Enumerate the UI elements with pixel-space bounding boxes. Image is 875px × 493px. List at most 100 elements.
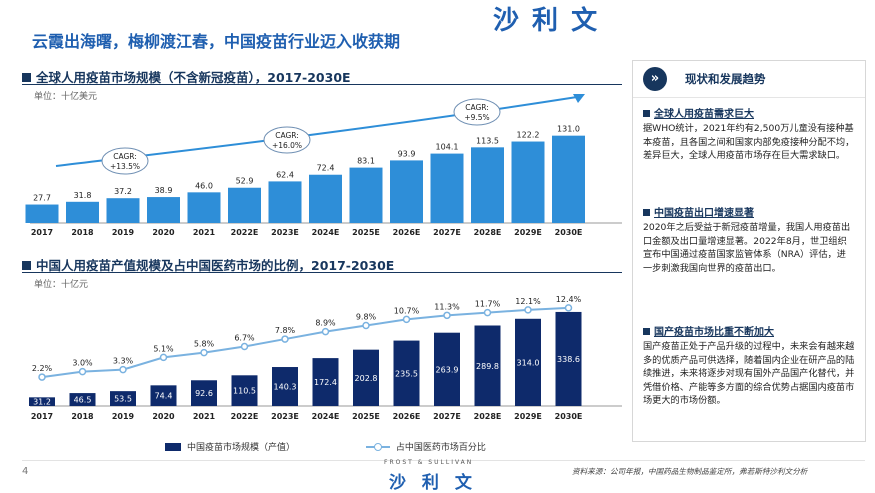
brand-logo-top: 沙 利 文 <box>493 6 600 36</box>
global-vaccine-market-chart: 27.7 2017 31.8 2018 37.2 2019 38.9 2020 46.0 2021… <box>25 94 622 237</box>
bar-value-label: 263.9 <box>436 365 459 374</box>
share-point-2027E <box>443 311 451 320</box>
share-line <box>41 306 569 379</box>
bar-value-label: 110.5 <box>233 387 256 396</box>
legend-line-label: 占中国医药市场百分比 <box>395 443 486 453</box>
bar-global-2017 <box>25 204 59 223</box>
x-tick-label: 2019 <box>112 228 135 237</box>
bar-global-2026E <box>390 160 423 223</box>
bar-china-2021 <box>191 380 217 406</box>
bar-global-2028E <box>471 147 504 223</box>
share-point-2020 <box>159 353 168 362</box>
x-tick-label: 2025E <box>352 228 380 237</box>
x-tick-label: 2027E <box>433 228 461 237</box>
value-label: 72.4 <box>317 164 335 173</box>
share-point-2022E <box>240 342 249 351</box>
value-label: 38.9 <box>155 186 173 195</box>
share-value-label: 3.3% <box>113 357 134 366</box>
value-label: 37.2 <box>114 187 132 196</box>
share-point-2030E <box>564 304 573 312</box>
x-tick-label: 2021 <box>193 228 216 237</box>
x-tick-label: 2025E <box>352 412 380 421</box>
share-point-2028E <box>483 308 492 317</box>
share-value-label: 12.4% <box>556 295 582 304</box>
trend-body: 据WHO统计，2021年约有2,500万儿童没有接种基本疫苗，且各国之间和国家内… <box>643 123 855 162</box>
bar-global-2018 <box>66 201 99 223</box>
cagr-value: +9.5% <box>464 113 489 122</box>
chart1-title-marker <box>22 73 31 82</box>
x-tick-label: 2017 <box>31 412 53 421</box>
x-tick-label: 2021 <box>193 412 216 421</box>
share-value-label: 11.3% <box>434 302 460 311</box>
share-point-2026E <box>402 315 411 324</box>
x-tick-label: 2026E <box>393 412 421 421</box>
value-label: 31.8 <box>74 191 92 200</box>
cagr-label: CAGR: <box>113 152 137 161</box>
legend-bar-label: 中国疫苗市场规模（产值） <box>187 443 296 453</box>
bar-china-2030E <box>555 311 582 406</box>
share-point-2019 <box>119 365 127 374</box>
trend-item-global-demand: 全球人用疫苗需求巨大 据WHO统计，2021年约有2,500万儿童没有接种基本疫… <box>643 105 855 163</box>
bar-china-2022E <box>231 375 258 406</box>
trend-heading: 全球人用疫苗需求巨大 <box>643 105 855 120</box>
x-tick-label: 2018 <box>71 412 94 421</box>
trend-item-export-growth: 中国疫苗出口增速显著 2020年之后受益于新冠疫苗增量，我国人用疫苗出口金额及出… <box>643 204 855 275</box>
bar-china-2018 <box>69 393 96 406</box>
value-label: 93.9 <box>398 149 416 158</box>
share-value-label: 7.8% <box>275 326 296 335</box>
bullet-square-icon <box>643 328 650 335</box>
bar-global-2022E <box>228 187 261 223</box>
share-value-label: 3.0% <box>72 359 93 368</box>
x-tick-label: 2029E <box>514 228 542 237</box>
source-note: 资料来源：公司年报，中国药品生物制品鉴定所，弗若斯特沙利文分析 <box>572 467 808 476</box>
bar-global-2023E <box>268 181 302 223</box>
share-value-label: 9.8% <box>356 313 377 322</box>
bullet-square-icon <box>643 110 650 117</box>
share-point-2021 <box>200 348 208 357</box>
trend-body: 2020年之后受益于新冠疫苗增量，我国人用疫苗出口金额及出口量增速显著。2022… <box>643 222 851 274</box>
share-value-label: 6.7% <box>234 334 255 343</box>
bar-value-label: 92.6 <box>195 389 213 398</box>
share-point-2017 <box>38 373 46 381</box>
double-chevron-icon: » <box>643 67 667 91</box>
bar-global-2020 <box>147 197 180 223</box>
x-tick-label: 2024E <box>312 228 340 237</box>
bar-china-2023E <box>272 367 298 406</box>
x-tick-label: 2023E <box>271 228 299 237</box>
bar-china-2026E <box>393 340 420 406</box>
x-tick-label: 2024E <box>312 412 340 421</box>
bar-global-2025E <box>349 167 383 223</box>
bar-value-label: 31.2 <box>33 398 51 407</box>
bar-value-label: 202.8 <box>355 374 378 383</box>
cagr-value: +13.5% <box>110 162 140 171</box>
share-value-label: 8.9% <box>315 319 336 328</box>
cagr-bubble <box>263 126 311 154</box>
value-label: 46.0 <box>195 181 213 190</box>
bar-value-label: 314.0 <box>517 358 540 367</box>
share-point-2025E <box>362 321 370 330</box>
trend-heading: 中国疫苗出口增速显著 <box>643 204 855 219</box>
share-point-2024E <box>321 327 330 336</box>
trend-heading-text: 中国疫苗出口增速显著 <box>654 208 754 219</box>
brand-tagline: FROST & SULLIVAN <box>384 459 474 466</box>
x-tick-label: 2029E <box>514 412 542 421</box>
trend-heading-text: 全球人用疫苗需求巨大 <box>654 109 754 120</box>
chart1-unit: 单位：十亿美元 <box>34 92 98 102</box>
panel-header: » 现状和发展趋势 <box>633 61 865 98</box>
cagr-bubble <box>453 98 501 126</box>
bullet-square-icon <box>643 209 650 216</box>
value-label: 62.4 <box>276 170 294 179</box>
share-value-label: 2.2% <box>32 364 53 373</box>
chart1-title-text: 全球人用疫苗市场规模（不含新冠疫苗），2017-2030E <box>36 70 351 85</box>
bar-value-label: 338.6 <box>557 355 580 364</box>
share-point-2018 <box>78 367 87 376</box>
x-tick-label: 2018 <box>71 228 94 237</box>
legend-bar-swatch <box>165 443 181 451</box>
chart2-title-text: 中国人用疫苗产值规模及占中国医药市场的比例，2017-2030E <box>36 258 395 273</box>
value-label: 52.9 <box>236 177 254 186</box>
x-tick-label: 2020 <box>152 228 175 237</box>
bar-china-2025E <box>353 349 379 406</box>
bar-value-label: 235.5 <box>395 369 418 378</box>
bar-global-2030E <box>552 135 585 223</box>
x-tick-label: 2020 <box>152 412 175 421</box>
